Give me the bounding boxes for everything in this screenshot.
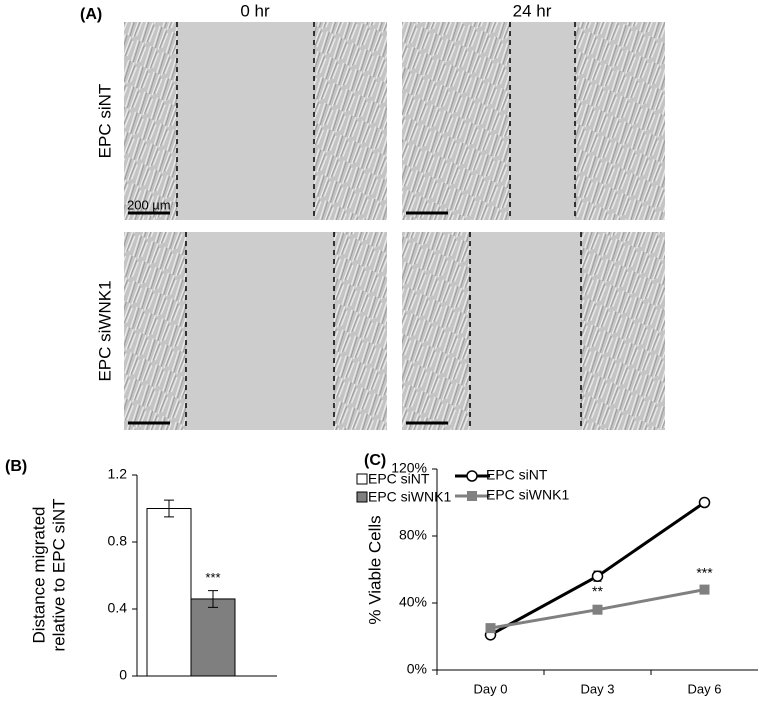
legend-swatch [356,491,368,503]
panel-a: (A) 0 hr 24 hr EPC siNT EPC siWNK1 200 µm [80,1,665,430]
cell-region [124,232,186,430]
y-tick-label: 80% [399,527,427,543]
y-tick-label: 0% [407,661,427,677]
legend-swatch [356,473,368,485]
scale-label: 200 µm [127,197,171,212]
y-axis-label: % Viable Cells [365,515,384,624]
legend-label: EPC siNT [486,467,548,483]
cell-region [575,22,665,220]
y-tick-label: 0.4 [108,600,128,616]
y-tick-label: 1.2 [108,466,128,482]
series-line [489,501,706,637]
bar [146,508,192,677]
significance: *** [696,565,713,581]
column-label: 0 hr [240,1,270,20]
chart-c: 0% 40% 80% 120% (C) % Viable Cells Day 0 Day 3 D… [364,452,758,696]
marker [592,604,603,615]
error-bar [164,499,174,518]
y-tick-label: 0 [119,667,127,683]
y-axis-label: Distance migrated [29,506,48,643]
column-label: 24 hr [513,1,552,20]
x-tick-label: Day 6 [688,681,722,696]
cell-region [334,232,387,430]
marker [699,584,710,595]
chart-b: 0 0.4 0.8 1.2 (B) Distance migrated relative t… [5,458,451,682]
marker [698,496,711,509]
marker [591,570,604,582]
row-label: EPC siWNK1 [95,280,114,381]
legend-label: EPC siNT [368,471,430,487]
legend-label: EPC siWNK1 [368,489,451,505]
panel-label: (A) [80,6,102,23]
bar [190,598,236,677]
marker [485,623,496,634]
cell-region [124,22,177,220]
y-tick-label: 120% [391,460,427,476]
row-label: EPC siNT [95,84,114,159]
panel-label: (B) [5,458,27,475]
y-axis-label: relative to EPC siNT [49,498,68,651]
significance: *** [205,570,220,585]
legend-marker [466,470,478,482]
significance: ** [592,583,603,599]
y-tick-label: 0.8 [108,533,128,549]
x-tick-label: Day 0 [474,681,508,696]
cell-region [314,22,387,220]
legend-label: EPC siWNK1 [486,487,569,503]
legend-marker [467,491,477,501]
cell-region [402,22,510,220]
panel-label: (C) [364,452,386,469]
x-tick-label: Day 3 [581,681,615,696]
cell-region [402,232,470,430]
y-tick-label: 40% [399,594,427,610]
cell-region [581,232,665,430]
error-bar [208,590,218,608]
